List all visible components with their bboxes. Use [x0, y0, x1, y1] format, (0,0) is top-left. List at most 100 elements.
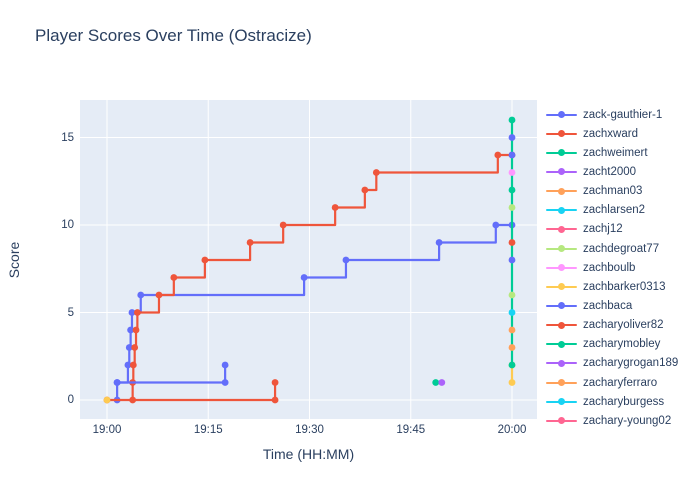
data-point-zachbaca[interactable] — [113, 379, 121, 386]
legend-line-marker-icon — [546, 340, 577, 349]
chart-title: Player Scores Over Time (Ostracize) — [35, 26, 312, 45]
legend-line-marker-icon — [546, 110, 577, 119]
legend-item-zack-gauthier-1[interactable]: zack-gauthier-1 — [546, 105, 700, 124]
data-point-zack-gauthier-1[interactable] — [124, 361, 132, 369]
legend-line-marker-icon — [546, 167, 577, 176]
legend-label: zacharyferraro — [583, 376, 658, 389]
data-point-zack-gauthier-1[interactable] — [127, 326, 135, 334]
legend-line-marker-icon — [546, 148, 577, 157]
legend-item-zachj12[interactable]: zachj12 — [546, 220, 700, 239]
y-tick-label: 10 — [61, 219, 74, 231]
series-line-zachxward[interactable] — [131, 153, 514, 402]
data-point-zachxward[interactable] — [129, 361, 137, 369]
legend-line-marker-icon — [546, 397, 577, 406]
x-tick-label: 19:00 — [92, 424, 122, 436]
y-tick-label: 0 — [67, 394, 74, 406]
legend-label: zachj12 — [583, 223, 623, 236]
legend-item-zachxward[interactable]: zachxward — [546, 124, 700, 143]
legend-line-marker-icon — [546, 321, 577, 330]
legend-item-zachweimert[interactable]: zachweimert — [546, 143, 700, 162]
legend-item-zachbarker0313[interactable]: zachbarker0313 — [546, 277, 700, 296]
data-point-zachxward[interactable] — [131, 344, 139, 351]
y-axis-title: Score — [6, 241, 22, 279]
data-point-zachbarker0313[interactable] — [508, 379, 516, 386]
y-tick-label: 15 — [61, 131, 74, 144]
legend-label: zachxward — [583, 127, 638, 140]
legend-label: zacharyburgess — [583, 395, 665, 408]
legend-line-marker-icon — [546, 244, 577, 253]
data-point-marker[interactable] — [508, 204, 516, 211]
legend-item-zachbaca[interactable]: zachbaca — [546, 296, 700, 315]
data-point-zack-gauthier-1[interactable] — [435, 239, 443, 246]
legend-item-zacharygrogan189[interactable]: zacharygrogan189 — [546, 354, 700, 373]
legend-label: zacht2000 — [583, 165, 637, 178]
data-point-marker[interactable] — [438, 379, 446, 386]
legend-item-zachdegroat77[interactable]: zachdegroat77 — [546, 239, 700, 258]
data-point-zack-gauthier-1[interactable] — [125, 344, 133, 351]
data-point-marker[interactable] — [508, 151, 516, 159]
legend-line-marker-icon — [546, 301, 577, 310]
x-tick-label: 20:00 — [497, 424, 527, 436]
data-point-zack-gauthier-1[interactable] — [492, 221, 500, 229]
legend-item-zachboulb[interactable]: zachboulb — [546, 258, 700, 277]
legend-label: zacharygrogan189 — [583, 357, 679, 370]
legend-line-marker-icon — [546, 206, 577, 215]
legend-item-zachlarsen2[interactable]: zachlarsen2 — [546, 201, 700, 220]
data-point-marker[interactable] — [508, 291, 516, 299]
data-point-zachxward[interactable] — [372, 169, 380, 176]
legend-label: zachman03 — [583, 185, 643, 198]
data-point-marker[interactable] — [508, 344, 516, 351]
data-point-zacharyoliver82[interactable] — [271, 379, 279, 386]
data-point-marker[interactable] — [432, 379, 440, 386]
data-point-marker[interactable] — [508, 309, 516, 316]
data-point-zachxward[interactable] — [246, 239, 254, 246]
data-point-zachweimert[interactable] — [508, 116, 516, 124]
plot-area[interactable] — [80, 100, 537, 419]
legend-label: zachdegroat77 — [583, 242, 660, 255]
legend-item-zacharyferraro[interactable]: zacharyferraro — [546, 373, 700, 392]
data-point-zacharyoliver82[interactable] — [271, 396, 279, 404]
legend-label: zachbaca — [583, 299, 633, 312]
data-point-marker[interactable] — [103, 396, 111, 404]
data-point-zachbaca[interactable] — [221, 361, 229, 369]
data-point-zachxward[interactable] — [331, 204, 339, 211]
data-point-zachxward[interactable] — [279, 221, 287, 229]
data-point-zachweimert[interactable] — [508, 361, 516, 369]
data-point-zachxward[interactable] — [170, 274, 178, 281]
legend-label: zachbarker0313 — [583, 280, 666, 293]
x-tick-label: 19:15 — [193, 424, 223, 436]
legend-item-zacht2000[interactable]: zacht2000 — [546, 162, 700, 181]
data-point-marker[interactable] — [508, 326, 516, 334]
legend-item-zachman03[interactable]: zachman03 — [546, 182, 700, 201]
legend-label: zack-gauthier-1 — [583, 108, 663, 121]
legend-item-zacharyburgess[interactable]: zacharyburgess — [546, 392, 700, 411]
data-point-marker[interactable] — [508, 169, 516, 176]
legend-line-marker-icon — [546, 359, 577, 368]
data-point-marker[interactable] — [508, 134, 516, 141]
data-point-zack-gauthier-1[interactable] — [128, 309, 136, 316]
data-point-zachxward[interactable] — [155, 291, 163, 299]
data-point-zachxward[interactable] — [201, 256, 209, 264]
legend-line-marker-icon — [546, 378, 577, 387]
data-point-zachxward[interactable] — [494, 151, 502, 159]
data-point-zachbaca[interactable] — [221, 379, 229, 386]
data-point-marker[interactable] — [508, 239, 516, 246]
legend: zack-gauthier-1 zachxward zachweimert zacht… — [546, 105, 700, 427]
data-point-zack-gauthier-1[interactable] — [300, 274, 308, 281]
legend-label: zachweimert — [583, 146, 648, 159]
legend-label: zacharyoliver82 — [583, 319, 664, 332]
legend-item-zacharymobley[interactable]: zacharymobley — [546, 335, 700, 354]
data-point-zachxward[interactable] — [133, 309, 141, 316]
data-point-zack-gauthier-1[interactable] — [342, 256, 350, 264]
legend-label: zachlarsen2 — [583, 204, 646, 217]
data-point-zachxward[interactable] — [361, 186, 369, 194]
legend-item-zachary-young02[interactable]: zachary-young02 — [546, 411, 700, 427]
data-point-zachxward[interactable] — [132, 326, 140, 334]
data-point-marker[interactable] — [508, 186, 516, 194]
x-tick-label: 19:45 — [396, 424, 426, 436]
data-point-zack-gauthier-1[interactable] — [137, 291, 145, 299]
data-point-marker[interactable] — [508, 256, 516, 264]
legend-item-zacharyoliver82[interactable]: zacharyoliver82 — [546, 316, 700, 335]
y-tick-label: 5 — [67, 306, 74, 319]
legend-label: zacharymobley — [583, 338, 661, 351]
